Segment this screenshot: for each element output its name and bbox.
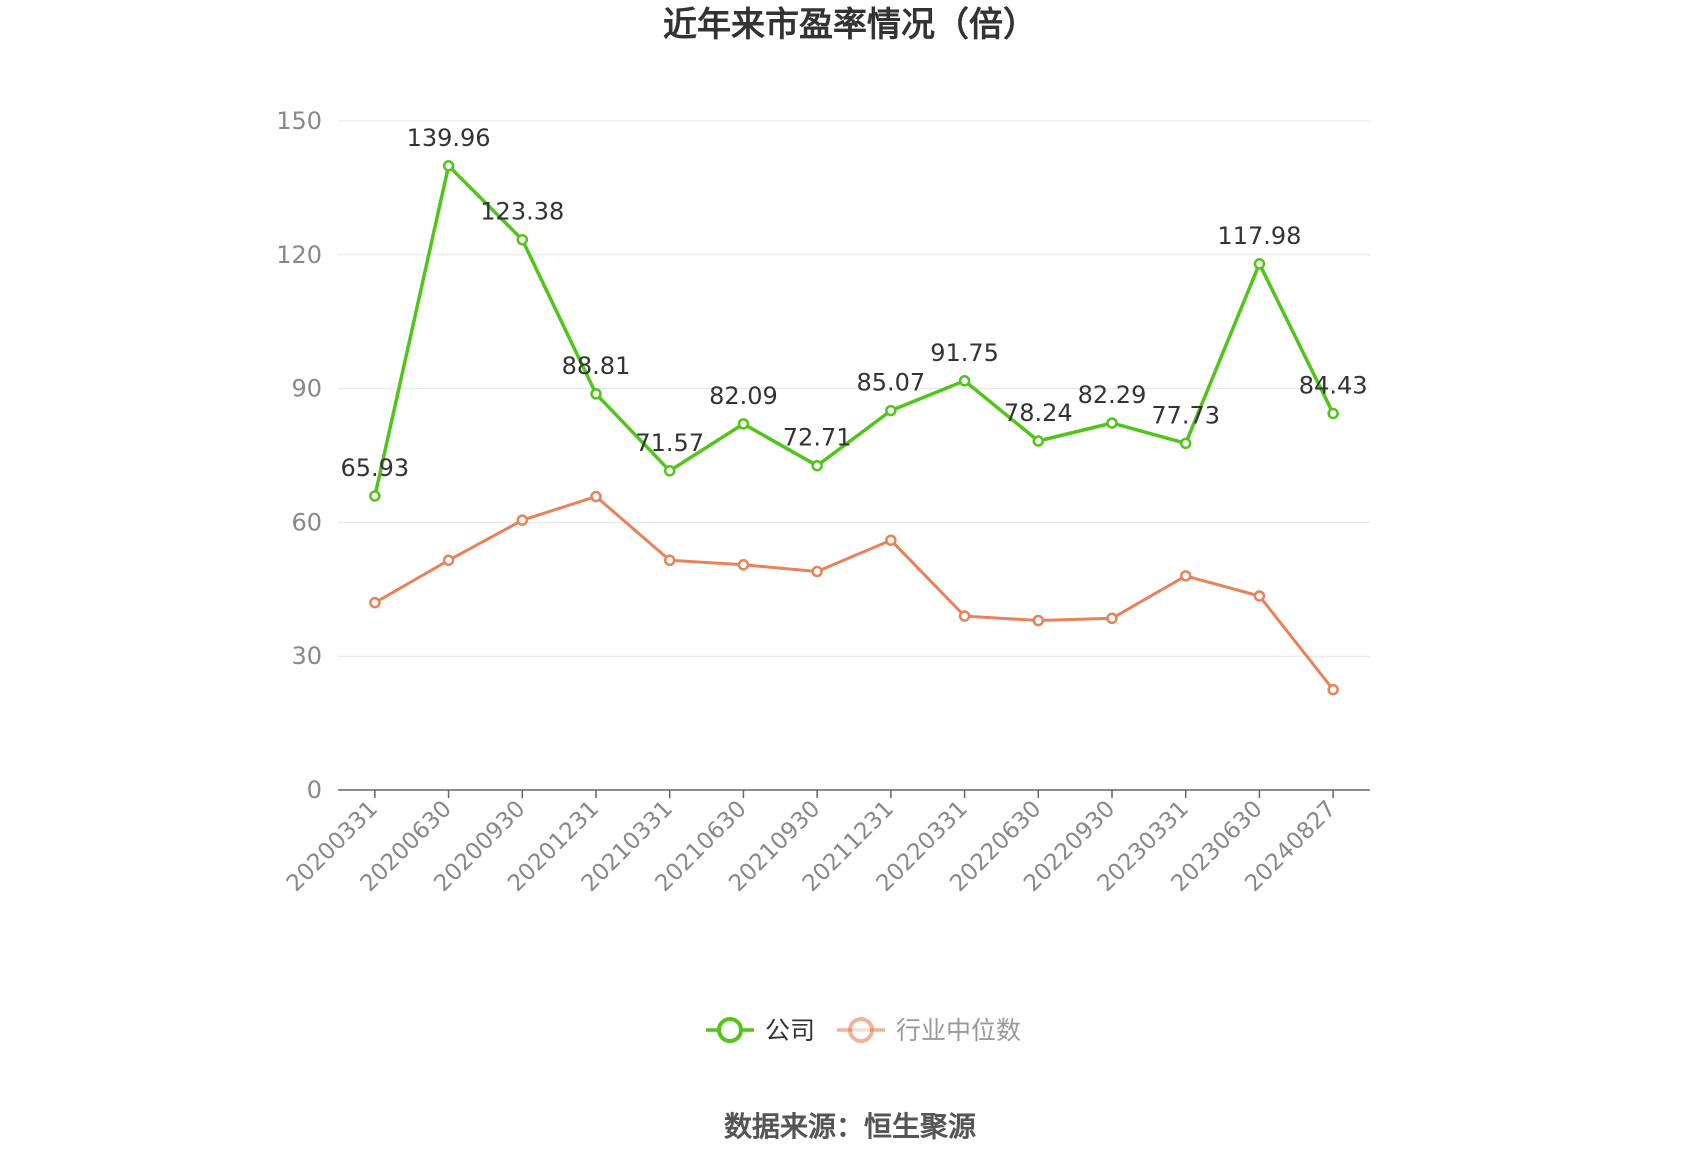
series-layer: 65.93 139.96 123.38 88.81 71.5782.0972.7185.… [340, 124, 1368, 696]
data-point[interactable] [1106, 417, 1118, 429]
data-point[interactable] [663, 465, 676, 477]
legend-label: 行业中位数 [896, 1016, 1021, 1045]
data-point[interactable] [885, 534, 897, 546]
data-label: 82.29 [1078, 381, 1147, 409]
data-point[interactable] [958, 610, 971, 622]
legend[interactable]: 公司 行业中位数 [706, 1016, 1021, 1045]
data-point[interactable] [1106, 612, 1118, 625]
y-tick-label: 30 [291, 642, 322, 670]
legend-label: 公司 [765, 1016, 815, 1045]
y-tick-label: 0 [307, 776, 322, 804]
legend-item-1[interactable]: 行业中位数 [837, 1016, 1021, 1045]
data-point[interactable] [663, 554, 676, 567]
x-axis: 2020033120200630202009302020123120210331… [282, 789, 1370, 897]
data-point[interactable] [1032, 614, 1045, 627]
data-point[interactable] [1253, 590, 1266, 602]
data-point[interactable] [1253, 258, 1266, 270]
data-point[interactable] [516, 233, 529, 246]
data-label: 123.38 [480, 198, 564, 226]
series-line [374, 495, 1335, 691]
data-point[interactable] [369, 490, 381, 502]
data-point[interactable] [1179, 570, 1192, 582]
data-label: 72.71 [783, 424, 852, 452]
data-point[interactable] [1327, 407, 1339, 420]
chart-title: 近年来市盈率情况（倍） [663, 5, 1037, 45]
data-label: 139.96 [407, 124, 491, 152]
data-label: 82.09 [709, 382, 778, 410]
data-point[interactable] [811, 459, 823, 472]
data-point[interactable] [1032, 435, 1045, 447]
y-axis: 0 30 60 90 120 150 [276, 107, 322, 804]
data-point[interactable] [885, 404, 897, 417]
data-point[interactable] [958, 375, 971, 387]
data-label: 88.81 [562, 352, 631, 380]
series-line [373, 164, 1335, 497]
data-point[interactable] [442, 554, 455, 567]
grid-lines [338, 120, 1370, 657]
data-label: 91.75 [930, 339, 999, 367]
legend-marker [848, 1017, 874, 1043]
legend-item-0[interactable]: 公司 [706, 1016, 815, 1045]
data-source: 数据来源：恒生聚源 [724, 1110, 976, 1143]
data-label: 71.57 [635, 429, 704, 457]
data-point[interactable] [369, 596, 381, 609]
y-tick-label: 60 [291, 508, 322, 536]
data-label: 77.73 [1151, 401, 1220, 429]
series-0: 65.93 139.96 123.38 88.81 71.5782.0972.7185.… [340, 124, 1368, 502]
data-label: 85.07 [856, 369, 925, 397]
data-point[interactable] [1179, 437, 1192, 450]
data-label: 65.93 [340, 454, 409, 482]
data-label: 78.24 [1004, 399, 1073, 427]
data-point[interactable] [442, 160, 455, 172]
data-point[interactable] [737, 559, 750, 571]
data-point[interactable] [1327, 683, 1339, 696]
data-point[interactable] [590, 388, 602, 400]
y-tick-label: 90 [291, 375, 322, 403]
y-tick-label: 120 [276, 241, 322, 269]
legend-marker [717, 1017, 743, 1043]
data-point[interactable] [590, 490, 602, 503]
data-point[interactable] [737, 418, 750, 430]
data-label: 117.98 [1217, 222, 1301, 250]
data-label: 84.43 [1299, 371, 1368, 399]
series-1 [369, 490, 1339, 696]
y-tick-label: 150 [276, 107, 322, 135]
data-point[interactable] [516, 514, 529, 526]
data-point[interactable] [811, 565, 823, 578]
